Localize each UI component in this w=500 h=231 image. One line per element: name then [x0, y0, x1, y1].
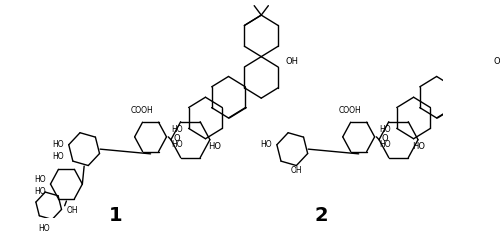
Text: HO: HO	[379, 140, 390, 149]
Text: O: O	[174, 134, 180, 143]
Text: HO: HO	[412, 142, 425, 151]
Text: OH: OH	[291, 166, 302, 175]
Text: HO: HO	[379, 125, 390, 134]
Text: COOH: COOH	[130, 106, 153, 115]
Text: HO: HO	[171, 125, 182, 134]
Text: OH: OH	[66, 206, 78, 215]
Text: HO: HO	[34, 187, 46, 196]
Text: COOH: COOH	[338, 106, 361, 115]
Text: 1: 1	[108, 206, 122, 225]
Text: HO: HO	[260, 140, 272, 149]
Text: HO: HO	[171, 140, 182, 149]
Text: HO: HO	[52, 140, 64, 149]
Text: HO: HO	[52, 152, 64, 161]
Text: 2: 2	[314, 206, 328, 225]
Text: O: O	[382, 134, 388, 143]
Text: HO: HO	[34, 175, 46, 184]
Text: HO: HO	[38, 224, 50, 231]
Text: OH: OH	[494, 57, 500, 66]
Text: OH: OH	[285, 57, 298, 66]
Text: HO: HO	[208, 142, 222, 151]
